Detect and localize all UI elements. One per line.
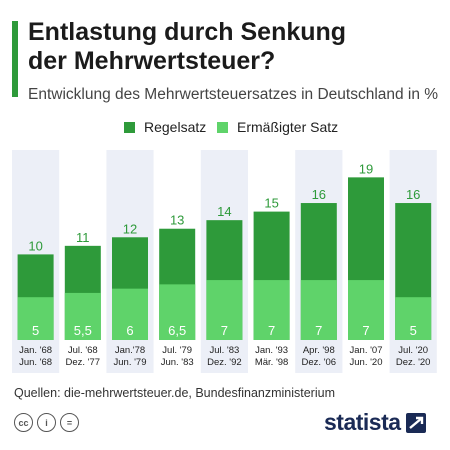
data-label-regelsatz: 15 xyxy=(264,196,278,211)
bar-ermaessigt xyxy=(395,297,432,340)
data-label-ermaessigt: 7 xyxy=(221,323,228,338)
logo-text: statista xyxy=(324,409,401,435)
x-tick-label-end: Jun. '79 xyxy=(114,357,147,368)
bar-ermaessigt xyxy=(64,292,101,340)
x-tick-label-end: Dez. '92 xyxy=(207,357,242,368)
x-tick-label-end: Dez. '06 xyxy=(302,357,337,368)
x-tick-label-start: Jan. '68 xyxy=(19,345,52,356)
x-tick-label-end: Mär. '98 xyxy=(255,357,289,368)
data-label-ermaessigt: 7 xyxy=(268,323,275,338)
x-tick-label-start: Jan.'78 xyxy=(115,345,145,356)
x-tick-label-end: Dez. '20 xyxy=(396,357,431,368)
data-label-ermaessigt: 5 xyxy=(410,323,417,338)
chart-title: Entlastung durch Senkung der Mehrwertste… xyxy=(28,18,443,76)
data-label-regelsatz: 14 xyxy=(217,204,231,219)
data-label-ermaessigt: 5 xyxy=(32,323,39,338)
legend-label-ermaessigt: Ermäßigter Satz xyxy=(237,119,339,135)
bar-ermaessigt xyxy=(17,297,54,340)
legend-swatch-regelsatz xyxy=(124,121,135,133)
x-tick-label-start: Jan. '93 xyxy=(255,345,288,356)
attribution-icon[interactable]: i xyxy=(37,413,56,432)
bar-ermaessigt xyxy=(348,280,384,340)
x-tick-label-end: Jun. '20 xyxy=(350,357,383,368)
data-label-ermaessigt: 7 xyxy=(315,323,322,338)
x-tick-label-start: Jul. '68 xyxy=(68,345,98,356)
x-tick-label-start: Jan. '07 xyxy=(350,345,383,356)
bar-ermaessigt xyxy=(300,280,337,340)
data-label-ermaessigt: 7 xyxy=(362,323,369,338)
chart-subtitle: Entwicklung des Mehrwertsteuersatzes in … xyxy=(28,86,439,103)
license-icons: cc i = xyxy=(14,413,79,432)
data-label-regelsatz: 16 xyxy=(312,187,326,202)
no-derivatives-icon[interactable]: = xyxy=(60,413,79,432)
statista-logo[interactable]: statista xyxy=(324,409,426,436)
x-tick-label-end: Jun. '83 xyxy=(161,357,194,368)
data-label-ermaessigt: 6,5 xyxy=(168,323,186,338)
bar-ermaessigt xyxy=(206,280,243,340)
x-tick-label-end: Jun. '68 xyxy=(19,357,52,368)
source-note: Quellen: die-mehrwertsteuer.de, Bundesfi… xyxy=(14,386,335,400)
cc-icon[interactable]: cc xyxy=(14,413,33,432)
x-tick-label-end: Dez. '77 xyxy=(66,357,101,368)
bar-ermaessigt xyxy=(159,284,196,340)
legend-item-regelsatz: Regelsatz xyxy=(124,119,206,135)
data-label-regelsatz: 11 xyxy=(76,230,90,245)
data-label-regelsatz: 10 xyxy=(28,238,42,253)
title-line-1: Entlastung durch Senkung xyxy=(28,18,347,46)
legend: Regelsatz Ermäßigter Satz xyxy=(0,119,450,137)
x-tick-label-start: Apr. '98 xyxy=(303,345,335,356)
data-label-ermaessigt: 6 xyxy=(126,323,133,338)
statista-logo-icon xyxy=(405,412,426,433)
legend-swatch-ermaessigt xyxy=(217,121,228,133)
x-tick-label-start: Jul. '20 xyxy=(398,345,428,356)
title-accent-bar xyxy=(12,21,18,97)
data-label-regelsatz: 16 xyxy=(406,187,420,202)
data-label-regelsatz: 19 xyxy=(359,161,373,176)
bar-ermaessigt xyxy=(112,288,148,340)
x-tick-label-start: Jul. '83 xyxy=(209,345,239,356)
title-line-2: der Mehrwertsteuer? xyxy=(28,47,276,75)
bar-ermaessigt xyxy=(253,280,290,340)
legend-item-ermaessigt: Ermäßigter Satz xyxy=(217,119,338,135)
data-label-regelsatz: 13 xyxy=(170,213,184,228)
data-label-ermaessigt: 5,5 xyxy=(74,323,92,338)
legend-label-regelsatz: Regelsatz xyxy=(144,119,207,135)
data-label-regelsatz: 12 xyxy=(123,221,137,236)
x-tick-label-start: Jul. '79 xyxy=(162,345,192,356)
